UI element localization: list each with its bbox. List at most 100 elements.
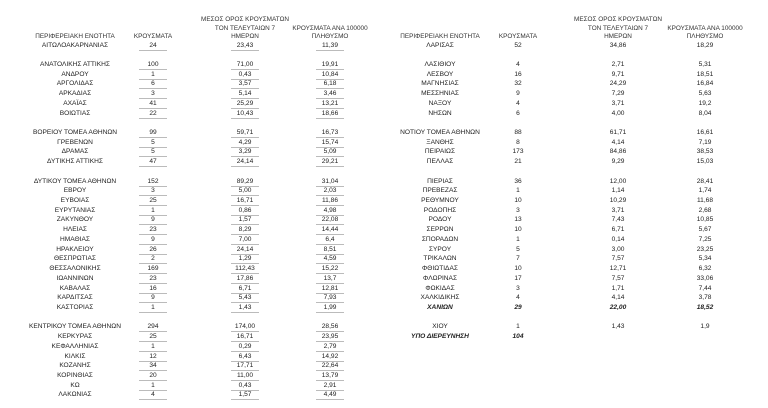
seven-day-average: 9,29 — [611, 158, 625, 166]
column-header: ΠΕΡΙΦΕΡΕΙΑΚΗ ΕΝΟΤΗΤΑ — [35, 33, 115, 40]
cases: 5 — [139, 139, 167, 148]
cases-per-100k: 6,4 — [316, 236, 344, 245]
seven-day-average: 7,57 — [611, 274, 625, 282]
region-name: ΣΥΡΟΥ — [428, 245, 452, 253]
cases-per-100k: 1,99 — [316, 304, 344, 313]
cases-per-100k: 13,21 — [316, 100, 344, 109]
cases-per-100k: 2,03 — [316, 187, 344, 197]
column-header: ΠΕΡΙΦΕΡΕΙΑΚΗ ΕΝΟΤΗΤΑ — [400, 33, 480, 40]
cases-per-100k: 19,91 — [316, 61, 344, 70]
region-name: ΥΠΟ ΔΙΕΡΕΥΝΗΣΗ — [411, 333, 469, 341]
region-name: ΚΟΡΙΝΘΙΑΣ — [57, 371, 93, 379]
seven-day-average: 12,71 — [609, 265, 627, 273]
cases: 1 — [516, 187, 520, 195]
region-name: ΑΝΑΤΟΛΙΚΗΣ ΑΤΤΙΚΗΣ — [40, 60, 110, 68]
cases-per-100k: 2,79 — [316, 343, 344, 352]
region-name: ΣΕΡΡΩΝ — [426, 226, 454, 234]
region-name: ΕΥΒΟΙΑΣ — [60, 197, 90, 205]
cases: 1 — [139, 382, 167, 391]
region-name: ΚΕΝΤΡΙΚΟΥ ΤΟΜΕΑ ΑΘΗΝΩΝ — [29, 323, 121, 331]
cases-per-100k: 5,09 — [316, 148, 344, 158]
cases: 6 — [516, 109, 520, 117]
cases-per-100k: 4,49 — [316, 391, 344, 401]
cases-per-100k: 4,59 — [316, 255, 344, 265]
cases: 23 — [139, 275, 167, 284]
seven-day-average: 59,71 — [231, 129, 259, 138]
seven-day-average: 7,43 — [611, 216, 625, 224]
cases-per-100k: 28,56 — [316, 323, 344, 333]
region-name: ΑΡΓΟΛΙΔΑΣ — [56, 80, 94, 88]
seven-day-average: 9,71 — [611, 70, 625, 78]
seven-day-average: 12,00 — [609, 177, 627, 185]
region-name: ΚΟΖΑΝΗΣ — [59, 362, 91, 370]
region-name: ΚΙΛΚΙΣ — [64, 352, 86, 360]
seven-day-average: 8,29 — [231, 226, 259, 236]
seven-day-average: 84,86 — [609, 148, 627, 156]
cases-per-100k: 18,51 — [696, 70, 714, 78]
cases: 29 — [514, 303, 522, 311]
seven-day-average: 1,14 — [611, 187, 625, 195]
cases: 22 — [139, 110, 167, 119]
region-name: ΠΡΕΒΕΖΑΣ — [422, 187, 458, 195]
region-name: ΧΙΟΥ — [432, 323, 448, 331]
cases: 1 — [516, 235, 520, 243]
region-name: ΑΝΔΡΟΥ — [61, 70, 89, 78]
column-header: ΗΜΕΡΩΝ — [231, 33, 259, 40]
cases-per-100k: 7,25 — [698, 235, 712, 243]
cases-per-100k: 5,34 — [698, 255, 712, 263]
cases-per-100k: 8,51 — [316, 246, 344, 255]
cases-per-100k: 2,68 — [698, 206, 712, 214]
seven-day-average: 7,57 — [611, 255, 625, 263]
seven-day-average: 10,29 — [609, 197, 627, 205]
cases-per-100k: 23,95 — [316, 333, 344, 343]
seven-day-average: 3,71 — [611, 206, 625, 214]
region-name: ΑΙΤΩΛΟΑΚΑΡΝΑΝΙΑΣ — [41, 41, 109, 49]
cases-per-100k: 38,53 — [696, 148, 714, 156]
region-name: ΠΕΛΛΑΣ — [426, 158, 454, 166]
cases: 32 — [514, 80, 522, 88]
cases: 9 — [139, 294, 167, 304]
seven-day-average: 71,00 — [231, 61, 259, 70]
cases-per-100k: 13,79 — [316, 372, 344, 381]
cases: 20 — [139, 372, 167, 381]
region-name: ΠΕΙΡΑΙΩΣ — [424, 148, 456, 156]
cases-per-100k: 28,41 — [696, 177, 714, 185]
cases-per-100k: 29,21 — [316, 158, 344, 168]
seven-day-average: 2,71 — [611, 60, 625, 68]
cases-per-100k: 10,85 — [696, 216, 714, 224]
region-name: ΑΧΑΪΑΣ — [63, 99, 87, 107]
cases-per-100k: 15,22 — [316, 265, 344, 275]
cases: 3 — [516, 284, 520, 292]
cases: 294 — [139, 323, 167, 333]
region-name: ΡΟΔΟΠΗΣ — [423, 206, 457, 214]
cases-per-100k: 5,63 — [698, 90, 712, 98]
region-name: ΕΥΡΥΤΑΝΙΑΣ — [54, 206, 96, 214]
cases-per-100k: 16,73 — [316, 129, 344, 138]
region-name: ΝΟΤΙΟΥ ΤΟΜΕΑ ΑΘΗΝΩΝ — [400, 128, 480, 136]
region-name: ΡΕΘΥΜΝΟΥ — [421, 197, 459, 205]
cases-per-100k: 12,81 — [316, 285, 344, 294]
region-name: ΙΩΑΝΝΙΝΩΝ — [56, 274, 94, 282]
region-name: ΔΥΤΙΚΟΥ ΤΟΜΕΑ ΑΘΗΝΩΝ — [33, 177, 117, 185]
seven-day-average: 10,43 — [231, 110, 259, 119]
cases-per-100k: 7,44 — [698, 284, 712, 292]
cases-per-100k: 15,03 — [696, 158, 714, 166]
cases: 36 — [514, 177, 522, 185]
cases: 1 — [139, 343, 167, 352]
seven-day-average: 89,29 — [231, 178, 259, 187]
seven-day-average: 0,86 — [231, 207, 259, 216]
seven-day-average: 22,00 — [609, 303, 627, 311]
cases: 16 — [514, 70, 522, 78]
seven-day-average: 7,00 — [231, 236, 259, 245]
cases-per-100k: 13,7 — [316, 275, 344, 284]
cases: 24 — [139, 42, 167, 51]
cases: 26 — [139, 246, 167, 255]
region-name: ΠΙΕΡΙΑΣ — [427, 177, 453, 185]
cases: 9 — [139, 236, 167, 245]
cases: 2 — [139, 255, 167, 265]
seven-day-average: 1,29 — [231, 255, 259, 265]
region-name: ΒΟΡΕΙΟΥ ΤΟΜΕΑ ΑΘΗΝΩΝ — [32, 128, 118, 136]
cases: 34 — [139, 362, 167, 372]
region-name: ΘΕΣΣΑΛΟΝΙΚΗΣ — [49, 265, 101, 273]
seven-day-average: 4,14 — [611, 294, 625, 302]
